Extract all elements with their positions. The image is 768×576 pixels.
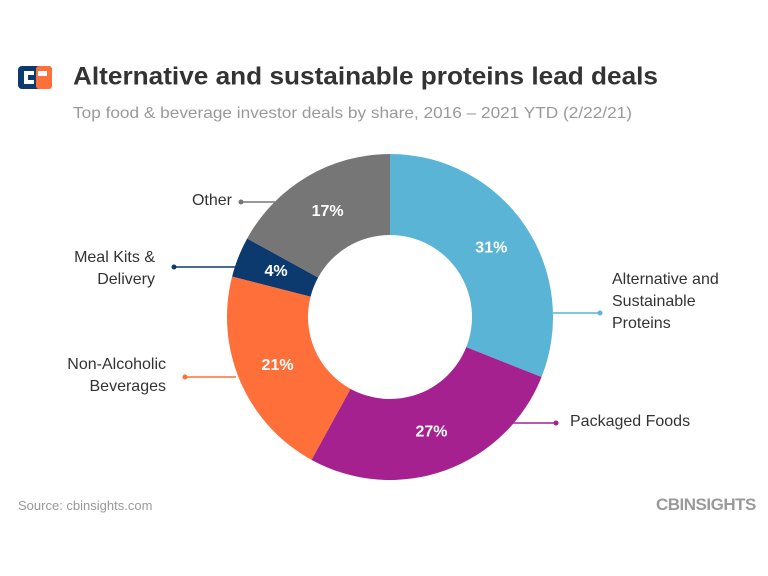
leader-dot	[238, 199, 244, 205]
value-label: 27%	[415, 423, 447, 440]
leader-dot	[553, 420, 559, 426]
value-label: 31%	[475, 239, 507, 256]
value-label: 21%	[262, 357, 294, 374]
category-label: Meal Kits & Delivery	[74, 249, 155, 288]
leader-dot	[171, 264, 177, 270]
slice	[227, 276, 351, 460]
chart-title: Alternative and sustainable proteins lea…	[73, 63, 658, 91]
logo-icon	[18, 66, 52, 89]
slice	[232, 238, 319, 297]
slice	[390, 154, 553, 378]
value-label: 17%	[312, 203, 344, 220]
slice	[311, 347, 542, 480]
category-label: Other	[191, 192, 232, 209]
leader-dot	[597, 310, 603, 316]
category-label: Packaged Foods	[570, 413, 691, 430]
chart-subtitle: Top food & beverage investor deals by sh…	[73, 105, 632, 122]
slice	[247, 154, 390, 278]
source: Source: cbinsights.com	[18, 498, 153, 513]
leader-dot	[182, 374, 188, 380]
category-label: Non-Alcoholic Beverages	[67, 356, 166, 395]
brand: CBINSIGHTS	[656, 495, 756, 514]
category-label: Alternative and Sustainable Proteins	[612, 271, 719, 332]
value-label: 4%	[265, 263, 288, 280]
